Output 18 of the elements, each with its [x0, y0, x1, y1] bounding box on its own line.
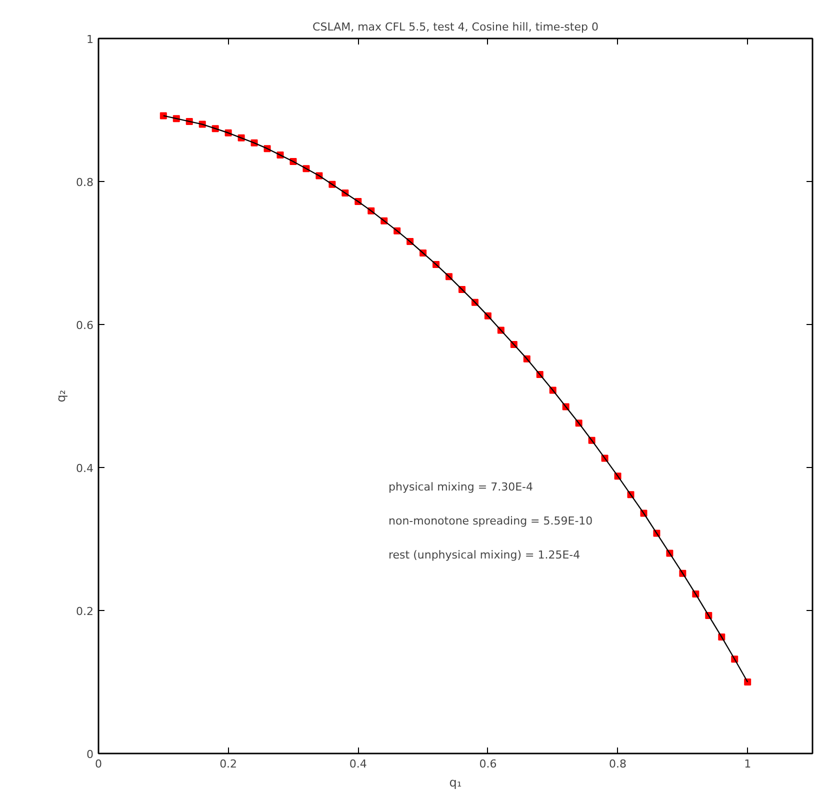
y-axis-title: q₂	[54, 390, 68, 402]
y-tick-label: 0.4	[76, 462, 94, 475]
x-tick-label: 1	[744, 758, 752, 770]
annotation: non-monotone spreading = 5.59E-10	[388, 514, 593, 528]
x-tick-label: 0.8	[609, 758, 627, 770]
x-tick-label: 0.2	[220, 758, 238, 770]
x-tick-label: 0.4	[349, 758, 367, 770]
x-tick-label: 0.6	[479, 758, 497, 770]
chart-title: CSLAM, max CFL 5.5, test 4, Cosine hill, time-step 0	[312, 20, 598, 34]
annotation: rest (unphysical mixing) = 1.25E-4	[388, 548, 580, 562]
y-tick-label: 1	[86, 33, 94, 46]
annotation: physical mixing = 7.30E-4	[388, 480, 534, 494]
x-axis-title: q₁	[449, 776, 462, 790]
y-tick-label: 0.6	[76, 319, 94, 332]
y-tick-label: 0.2	[76, 605, 94, 618]
y-tick-label: 0	[86, 748, 94, 761]
y-tick-label: 0.8	[76, 176, 94, 189]
x-tick-label: 0	[95, 758, 102, 770]
